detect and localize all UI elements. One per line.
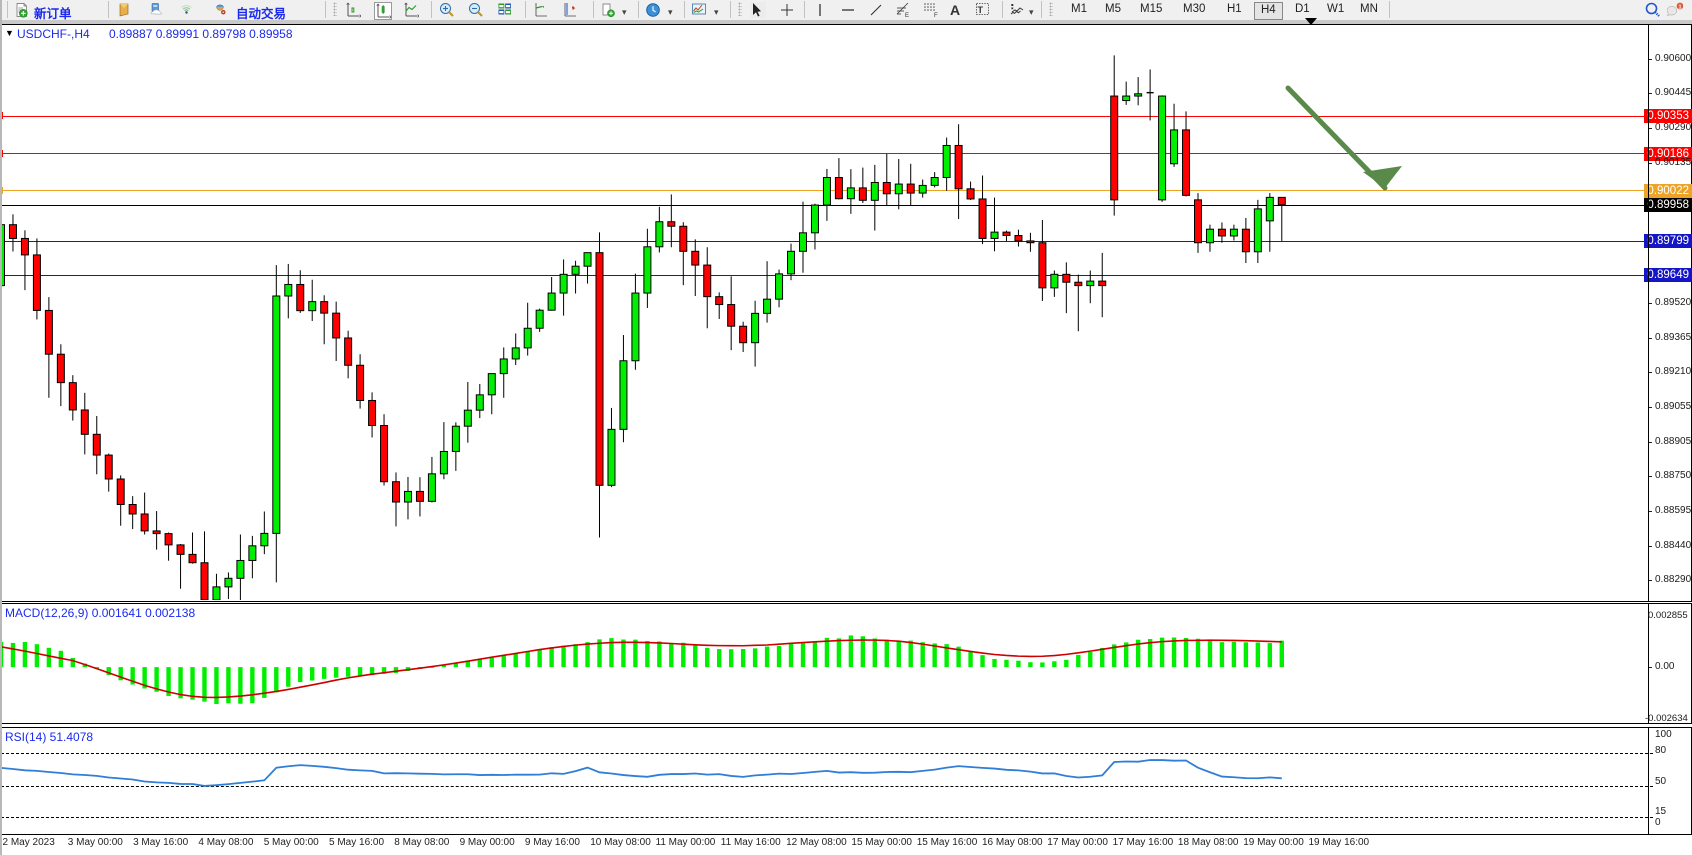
svg-text:E: E	[905, 13, 909, 18]
svg-text:1: 1	[1678, 4, 1681, 10]
svg-text:F: F	[934, 13, 938, 18]
svg-text:T: T	[978, 5, 984, 15]
